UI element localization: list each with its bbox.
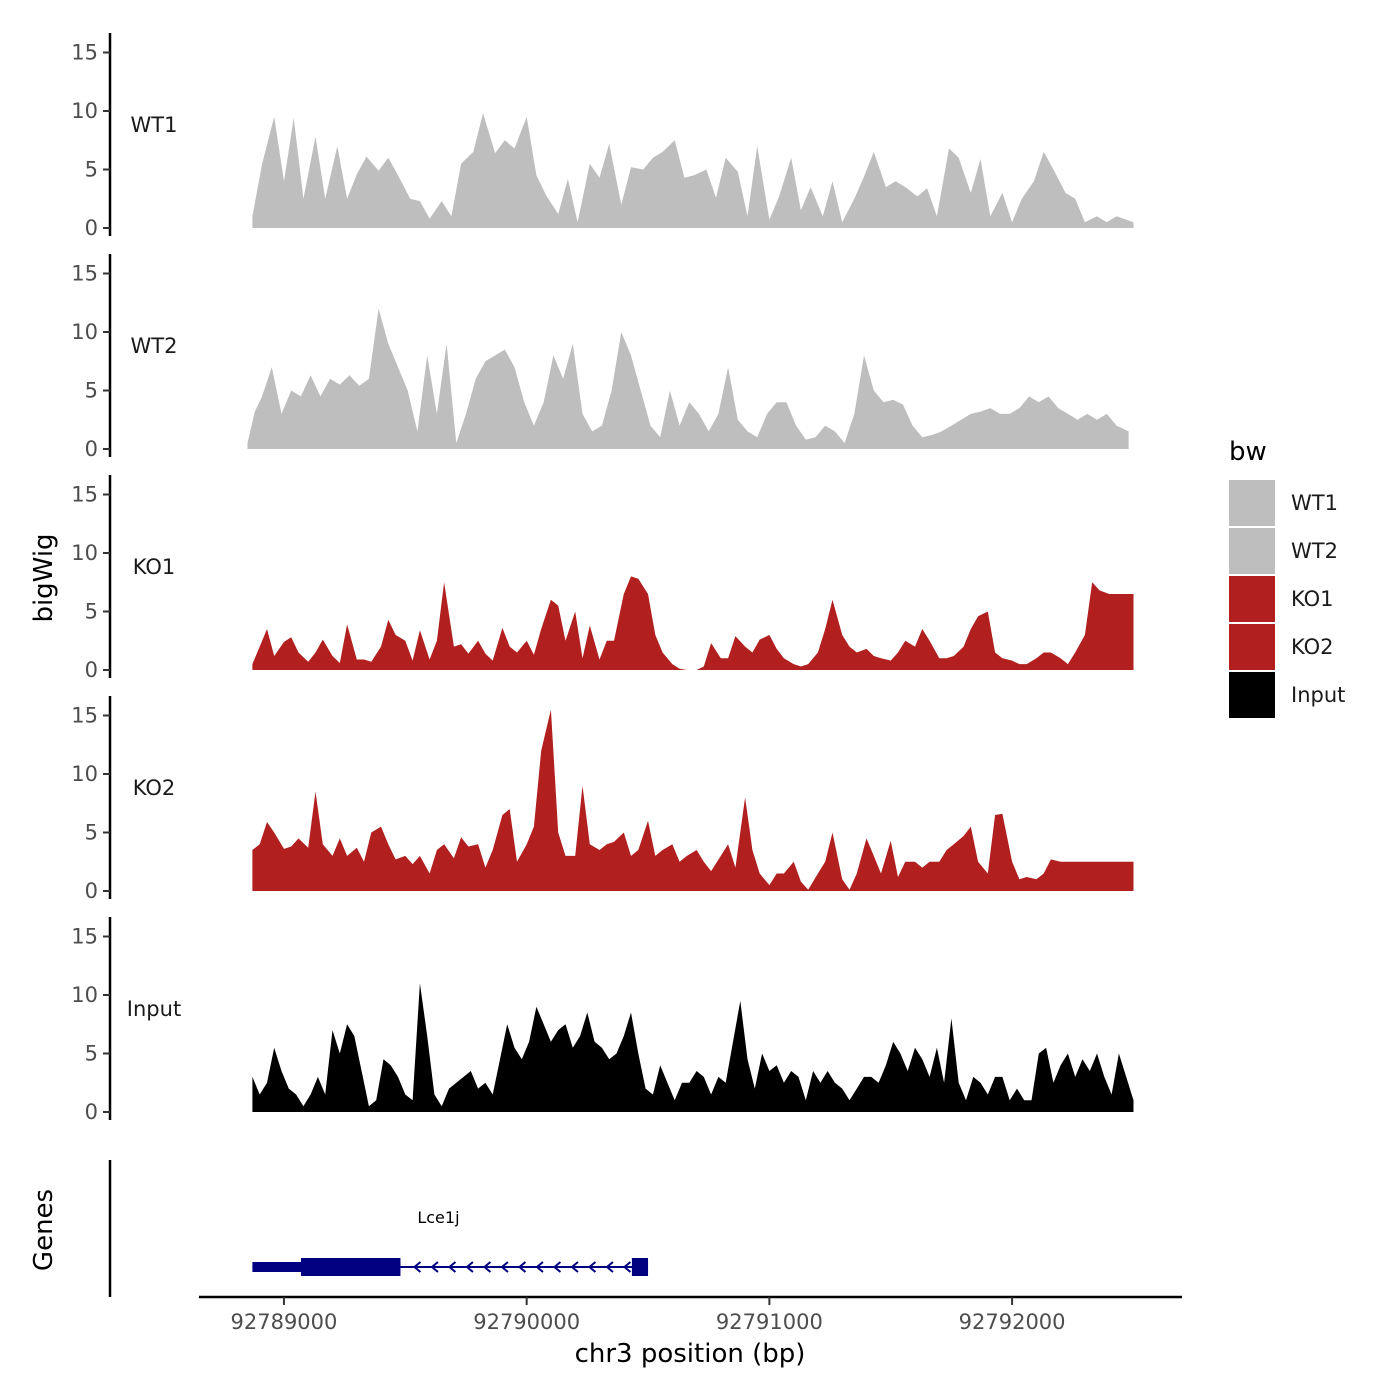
legend-label-ko1: KO1 [1291, 587, 1334, 611]
track-wt2: 0 5 10 15 WT2 [71, 254, 1129, 461]
legend-swatch-ko1 [1229, 576, 1275, 622]
strand-arrow [465, 1261, 474, 1273]
y-axis-title: bigWig [29, 533, 59, 622]
y-tick-label: 15 [71, 41, 98, 65]
track-label: KO1 [133, 555, 176, 579]
track-label: KO2 [133, 776, 176, 800]
y-tick-label: 15 [71, 704, 98, 728]
gene-panel: Lce1j [108, 1160, 649, 1297]
y-tick-label: 5 [85, 600, 98, 624]
y-tick-label: 15 [71, 925, 98, 949]
strand-arrow [587, 1261, 597, 1273]
track-wt1: 0 5 10 15 WT1 [71, 33, 1134, 240]
y-tick-label: 5 [85, 158, 98, 182]
y-tick-label: 10 [71, 762, 98, 786]
strand-arrow [447, 1261, 457, 1273]
strand-arrow [430, 1261, 439, 1273]
gene-exon-coding [300, 1258, 401, 1276]
gene-lce1j: Lce1j [252, 1208, 649, 1276]
strand-arrow [605, 1261, 614, 1273]
signal-area-wt1 [252, 113, 1134, 228]
signal-area-input [252, 983, 1134, 1112]
y-tick-label: 0 [85, 879, 98, 903]
strand-arrow [622, 1261, 632, 1273]
track-label: WT2 [131, 334, 178, 358]
y-tick-label: 0 [85, 216, 98, 240]
gene-exon-coding [631, 1258, 649, 1276]
x-tick-label: 92791000 [716, 1310, 823, 1334]
x-tick-label: 92792000 [959, 1310, 1066, 1334]
legend-label-input: Input [1291, 683, 1345, 707]
y-tick-label: 5 [85, 379, 98, 403]
y-tick-label: 10 [71, 99, 98, 123]
strand-arrow [482, 1261, 492, 1273]
strand-arrow [412, 1261, 422, 1273]
signal-area-ko1 [252, 576, 1134, 670]
y-tick-label: 15 [71, 262, 98, 286]
y-tick-label: 5 [85, 821, 98, 845]
signal-tracks: 0 5 10 15 WT1 0 5 10 15 WT2 0 5 10 15 KO1 0 5 10 15 KO2 0 5 10… [71, 33, 1134, 1124]
track-ko1: 0 5 10 15 KO1 [71, 475, 1134, 682]
y-tick-label: 0 [85, 1100, 98, 1124]
legend: bw WT1 WT2 KO1 KO2 Input [1229, 437, 1345, 718]
strand-arrow [500, 1261, 509, 1273]
legend-swatch-wt2 [1229, 528, 1275, 574]
legend-swatch-ko2 [1229, 624, 1275, 670]
y-tick-label: 10 [71, 320, 98, 344]
strand-arrow [535, 1261, 544, 1273]
strand-arrow [570, 1261, 579, 1273]
legend-swatch-wt1 [1229, 480, 1275, 526]
strand-arrow [552, 1261, 562, 1273]
track-input: 0 5 10 15 Input [71, 917, 1134, 1124]
signal-area-ko2 [252, 709, 1134, 891]
legend-title: bw [1229, 437, 1267, 467]
track-label: Input [127, 997, 181, 1021]
y-tick-label: 10 [71, 541, 98, 565]
y-tick-label: 10 [71, 983, 98, 1007]
legend-label-wt2: WT2 [1291, 539, 1338, 563]
y-tick-label: 0 [85, 658, 98, 682]
legend-label-ko2: KO2 [1291, 635, 1334, 659]
gene-name-label: Lce1j [417, 1208, 459, 1227]
x-axis-title: chr3 position (bp) [575, 1339, 806, 1369]
legend-label-wt1: WT1 [1291, 491, 1338, 515]
track-label: WT1 [131, 113, 178, 137]
y-tick-label: 0 [85, 437, 98, 461]
gene-panel-title: Genes [29, 1189, 59, 1271]
x-tick-label: 92790000 [473, 1310, 580, 1334]
y-tick-label: 5 [85, 1042, 98, 1066]
track-ko2: 0 5 10 15 KO2 [71, 696, 1134, 903]
y-tick-label: 15 [71, 483, 98, 507]
strand-arrow [517, 1261, 527, 1273]
signal-area-wt2 [247, 308, 1129, 449]
x-axis: 92789000 92790000 92791000 92792000 [199, 1295, 1182, 1334]
x-tick-label: 92789000 [231, 1310, 338, 1334]
legend-swatch-input [1229, 672, 1275, 718]
